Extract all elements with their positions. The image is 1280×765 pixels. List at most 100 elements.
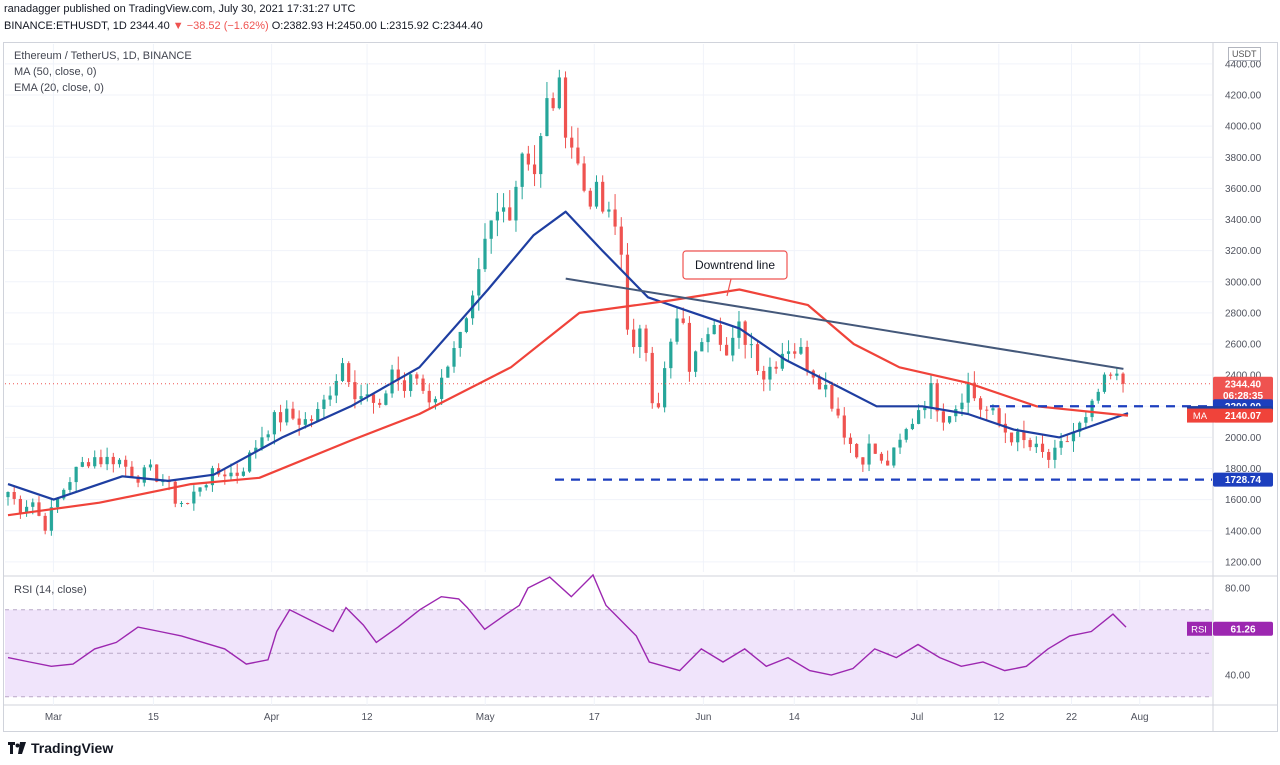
candle-body [619, 226, 623, 255]
candle-body [241, 471, 245, 476]
candle-body [966, 382, 970, 403]
annotation-pointer [726, 278, 732, 297]
candle-body [1003, 423, 1007, 433]
axis-price-tag-label: 2140.07 [1225, 411, 1262, 422]
price-tick-label: 2400.00 [1225, 371, 1262, 382]
candle-body [291, 408, 295, 419]
candle-body [198, 487, 202, 492]
candle-body [520, 153, 524, 187]
candle-body [477, 269, 481, 296]
candle-body [278, 412, 283, 423]
ma-line [7, 288, 1129, 517]
candle-body [935, 383, 939, 412]
candle-body [675, 318, 679, 342]
downtrend-line [565, 277, 1124, 370]
candle-body [124, 459, 128, 467]
candle-body [24, 506, 29, 513]
candle-body [18, 498, 22, 513]
rsi-line [7, 573, 1127, 676]
price-tick-label: 1200.00 [1225, 557, 1262, 568]
candle-body [923, 407, 927, 411]
candle-body [663, 368, 667, 408]
candle-body [576, 147, 580, 164]
candle-body [204, 485, 208, 488]
candle-body [365, 394, 369, 397]
candle-body [656, 403, 661, 408]
candle-body [1047, 451, 1051, 460]
candle-body [799, 346, 803, 354]
candle-body [1009, 432, 1014, 443]
candle-body [848, 437, 853, 445]
candle-body [539, 136, 543, 175]
candle-body [483, 238, 487, 270]
time-tick-label: Mar [45, 712, 63, 723]
rsi-tag-name: RSI [1191, 624, 1207, 635]
candle-body [985, 409, 989, 411]
candle-body [731, 337, 735, 356]
candle-body [960, 402, 964, 410]
candle-body [328, 395, 332, 400]
candle-body [1059, 441, 1063, 448]
candle-body [563, 77, 568, 138]
candle-body [879, 453, 884, 461]
currency-badge: USDT [1228, 47, 1261, 61]
candle-body [1115, 373, 1119, 376]
legend-ma: MA (50, close, 0) [14, 66, 97, 78]
annotation-box [682, 250, 788, 280]
axis-price-tag-label: 2344.40 [1225, 379, 1262, 390]
candle-body [625, 254, 630, 330]
time-tick-label: 22 [1066, 712, 1078, 723]
candle-body [873, 443, 877, 454]
candle-body [384, 393, 388, 405]
candle-body [489, 220, 493, 239]
candle-body [179, 503, 184, 505]
candle-body [334, 380, 338, 396]
candle-body [570, 137, 574, 148]
candle-body [762, 370, 766, 380]
candle-body [855, 444, 859, 458]
time-tick-label: Aug [1131, 712, 1149, 723]
candle-body [186, 503, 190, 505]
candle-body [1040, 443, 1045, 452]
candle-body [409, 374, 413, 391]
candle-body [632, 329, 636, 348]
candle-body [724, 344, 729, 356]
candle-body [1102, 374, 1107, 392]
candle-body [650, 352, 654, 404]
price-tick-label: 1800.00 [1225, 464, 1262, 475]
ema-line [7, 210, 1129, 501]
candle-body [31, 502, 35, 507]
candle-body [1090, 400, 1094, 418]
candle-body [557, 77, 561, 109]
candle-body [768, 366, 772, 380]
candle-body [601, 181, 605, 212]
price-tick-label: 4400.00 [1225, 59, 1262, 70]
price-tick-label: 3600.00 [1225, 184, 1262, 195]
candle-body [1022, 431, 1026, 441]
candle-body [378, 402, 382, 405]
candle-body [638, 328, 642, 348]
annotation-text: Downtrend line [695, 258, 775, 272]
price-tick-label: 3200.00 [1225, 246, 1262, 257]
candle-body [421, 378, 425, 391]
price-tick-label: 1600.00 [1225, 495, 1262, 506]
candle-body [254, 447, 258, 453]
legend-title: Ethereum / TetherUS, 1D, BINANCE [14, 50, 192, 62]
candle-body [390, 369, 394, 394]
candle-body [495, 211, 499, 221]
candle-body [588, 190, 592, 207]
candle-body [1034, 443, 1038, 448]
price-change: ▼ −38.52 (−1.62%) [172, 20, 269, 32]
candle-body [142, 467, 146, 483]
price-tick-label: 2800.00 [1225, 308, 1262, 319]
candle-body [861, 457, 865, 465]
legend-ema: EMA (20, close, 0) [14, 82, 104, 94]
candle-body [446, 366, 450, 378]
candle-body [272, 412, 276, 435]
candle-body [235, 472, 239, 476]
candle-body [805, 346, 809, 371]
candle-body [347, 363, 351, 383]
candle-body [303, 419, 307, 425]
candle-body [836, 408, 840, 416]
